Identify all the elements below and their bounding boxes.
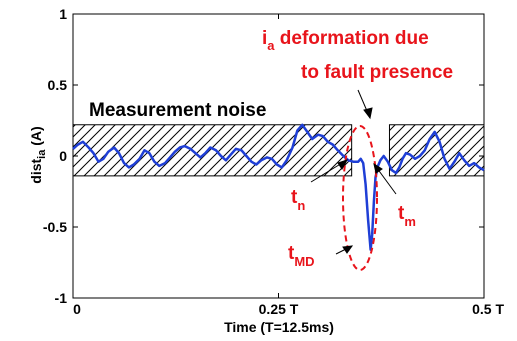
x-axis-ticks: 0 0.25 T 0.5 T: [72, 14, 504, 317]
x-axis-label: Time (T=12.5ms): [224, 319, 334, 335]
y-tick-label: -1: [55, 290, 68, 306]
y-tick-label: -0.5: [43, 219, 67, 235]
current-deformation-line: [72, 123, 485, 251]
fault-ellipse: [342, 125, 378, 271]
noise-band-right: [388, 124, 485, 177]
y-tick-label: 0: [59, 148, 67, 164]
tmd-label: tMD: [288, 243, 315, 269]
fault-arrow-head: [363, 107, 373, 120]
measurement-noise-label: Measurement noise: [89, 100, 266, 121]
tmd-arrow-head: [342, 245, 354, 254]
noise-band-left: [72, 124, 353, 177]
tn-label: tn: [291, 187, 305, 213]
tm-arrow-head: [373, 162, 383, 174]
tm-label: tm: [398, 203, 416, 229]
y-tick-label: 1: [59, 6, 67, 22]
y-axis-label: distia (A): [28, 126, 48, 183]
fault-label-line1: ia deformation due: [262, 28, 429, 53]
y-axis-ticks: 1 0.5 0 -0.5 -1: [43, 6, 484, 306]
y-tick-label: 0.5: [48, 77, 68, 93]
tn-arrow-head: [337, 159, 349, 170]
annotation-arrows: [310, 89, 397, 255]
x-tick-label: 0.25 T: [259, 301, 299, 317]
x-tick-label: 0.5 T: [472, 301, 504, 317]
fault-label-line2: to fault presence: [301, 62, 453, 83]
x-tick-label: 0: [73, 301, 81, 317]
